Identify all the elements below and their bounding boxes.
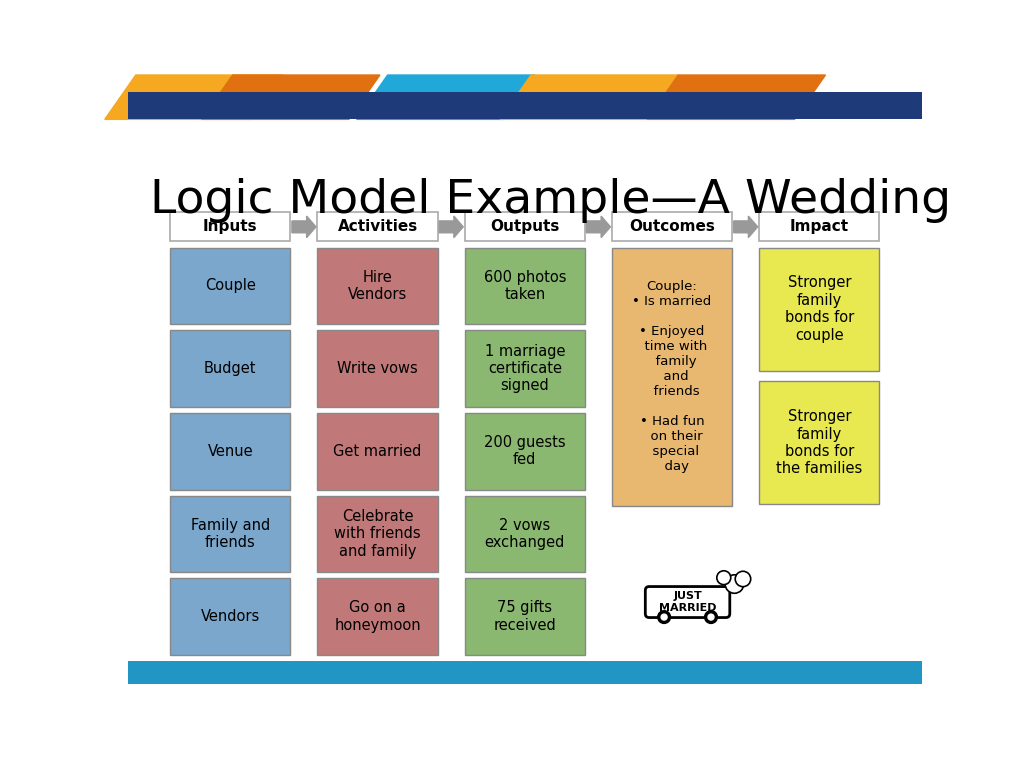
FancyBboxPatch shape xyxy=(317,413,437,489)
Text: Budget: Budget xyxy=(204,361,257,376)
FancyBboxPatch shape xyxy=(759,212,880,241)
Polygon shape xyxy=(104,75,283,119)
FancyBboxPatch shape xyxy=(759,382,880,505)
FancyBboxPatch shape xyxy=(612,212,732,241)
FancyBboxPatch shape xyxy=(759,247,880,370)
Polygon shape xyxy=(292,216,316,237)
FancyBboxPatch shape xyxy=(465,578,585,655)
FancyBboxPatch shape xyxy=(170,330,291,407)
Circle shape xyxy=(735,571,751,587)
FancyBboxPatch shape xyxy=(317,212,437,241)
Circle shape xyxy=(708,614,714,620)
FancyBboxPatch shape xyxy=(465,330,585,407)
Text: Go on a
honeymoon: Go on a honeymoon xyxy=(334,601,421,633)
Text: 75 gifts
received: 75 gifts received xyxy=(494,601,556,633)
FancyBboxPatch shape xyxy=(465,212,585,241)
Text: Outcomes: Outcomes xyxy=(629,220,715,234)
Text: 200 guests
fed: 200 guests fed xyxy=(484,435,565,468)
Text: Stronger
family
bonds for
the families: Stronger family bonds for the families xyxy=(776,409,862,476)
Text: Outputs: Outputs xyxy=(490,220,559,234)
Text: Couple:
• Is married

• Enjoyed
  time with
  family
  and
  friends

• Had fun
: Couple: • Is married • Enjoyed time with… xyxy=(633,280,712,473)
Circle shape xyxy=(657,611,671,624)
Polygon shape xyxy=(439,216,463,237)
Text: Get married: Get married xyxy=(334,444,422,458)
Text: Stronger
family
bonds for
couple: Stronger family bonds for couple xyxy=(784,276,854,343)
Circle shape xyxy=(662,614,667,620)
Polygon shape xyxy=(356,75,535,119)
Bar xyxy=(128,661,922,684)
Polygon shape xyxy=(647,75,825,119)
Text: Logic Model Example—A Wedding: Logic Model Example—A Wedding xyxy=(150,177,951,223)
FancyBboxPatch shape xyxy=(317,495,437,572)
Text: Inputs: Inputs xyxy=(203,220,258,234)
Bar xyxy=(128,92,922,119)
Text: Vendors: Vendors xyxy=(201,609,260,624)
FancyBboxPatch shape xyxy=(317,330,437,407)
Text: 2 vows
exchanged: 2 vows exchanged xyxy=(484,518,565,550)
FancyBboxPatch shape xyxy=(465,495,585,572)
Text: 600 photos
taken: 600 photos taken xyxy=(483,270,566,302)
Polygon shape xyxy=(202,75,380,119)
Polygon shape xyxy=(733,216,758,237)
Polygon shape xyxy=(500,75,678,119)
FancyBboxPatch shape xyxy=(612,247,732,506)
Circle shape xyxy=(725,574,743,594)
Text: Write vows: Write vows xyxy=(337,361,418,376)
Polygon shape xyxy=(587,216,610,237)
Text: JUST
MARRIED: JUST MARRIED xyxy=(658,591,717,613)
Text: Impact: Impact xyxy=(790,220,849,234)
Text: Hire
Vendors: Hire Vendors xyxy=(348,270,408,302)
Circle shape xyxy=(705,611,718,624)
FancyBboxPatch shape xyxy=(170,413,291,489)
FancyBboxPatch shape xyxy=(170,495,291,572)
Text: Couple: Couple xyxy=(205,279,256,293)
Text: 1 marriage
certificate
signed: 1 marriage certificate signed xyxy=(484,344,565,393)
FancyBboxPatch shape xyxy=(317,578,437,655)
FancyBboxPatch shape xyxy=(645,587,730,617)
FancyBboxPatch shape xyxy=(317,247,437,324)
Circle shape xyxy=(717,571,731,584)
FancyBboxPatch shape xyxy=(465,247,585,324)
FancyBboxPatch shape xyxy=(170,578,291,655)
FancyBboxPatch shape xyxy=(170,247,291,324)
Text: Activities: Activities xyxy=(338,220,418,234)
FancyBboxPatch shape xyxy=(170,212,291,241)
FancyBboxPatch shape xyxy=(465,413,585,489)
Text: Celebrate
with friends
and family: Celebrate with friends and family xyxy=(334,509,421,559)
Text: Family and
friends: Family and friends xyxy=(190,518,270,550)
Text: Venue: Venue xyxy=(208,444,253,458)
